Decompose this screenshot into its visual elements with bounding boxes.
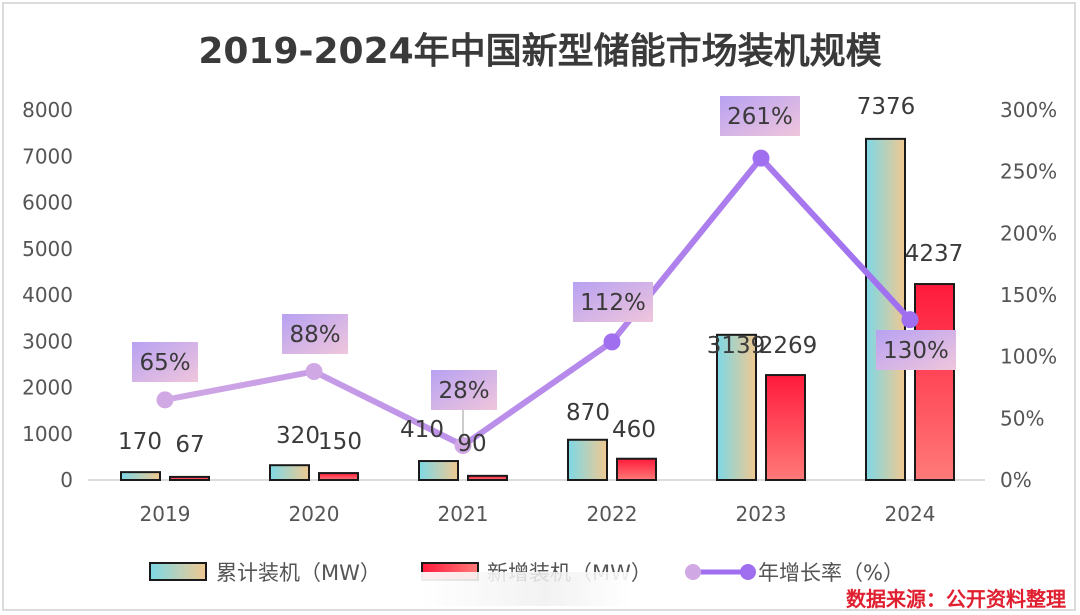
growth-label-box: [720, 96, 800, 136]
growth-rate-label: 130%: [883, 338, 949, 364]
cumulative-bar: [120, 471, 161, 482]
new-bar: [765, 374, 806, 481]
growth-rate-line: [162, 155, 913, 449]
cumulative-bar: [567, 438, 608, 482]
left-axis-tick: 6000: [22, 191, 73, 215]
legend-marker-start: [685, 564, 701, 580]
growth-rate-label: 261%: [727, 104, 793, 130]
new-value-label: 460: [612, 417, 656, 443]
growth-label-box: [132, 342, 198, 382]
growth-label-box: [282, 314, 348, 354]
new-value-label: 67: [175, 432, 204, 458]
left-axis-tick: 4000: [22, 283, 73, 307]
right-axis-tick: 200%: [1000, 221, 1057, 245]
cumulative-value-label: 410: [400, 417, 444, 443]
bars: [120, 137, 955, 482]
right-axis-tick: 150%: [1000, 283, 1057, 307]
new-value-label: 90: [457, 431, 486, 457]
growth-rate-label: 112%: [580, 290, 646, 316]
x-axis-tick: 2021: [438, 502, 489, 526]
cumulative-value-label: 320: [276, 423, 320, 449]
right-axis-tick: 50%: [1000, 406, 1044, 430]
growth-label-box: [431, 370, 497, 410]
left-axis-tick: 3000: [22, 329, 73, 353]
new-value-label: 4237: [905, 241, 964, 267]
left-axis-tick: 1000: [22, 422, 73, 446]
new-bar: [318, 472, 359, 481]
new-bar: [169, 475, 210, 481]
cumulative-value-label: 170: [118, 429, 162, 455]
left-axis-tick: 5000: [22, 237, 73, 261]
right-axis-tick: 0%: [1000, 468, 1032, 492]
new-value-label: 2269: [759, 333, 818, 359]
data-labels: 170 320 410 870 3139 7376 67 150 90 460 2269 4237 65…: [118, 94, 963, 458]
new-bar: [914, 283, 955, 481]
right-axis-tick: 100%: [1000, 345, 1057, 369]
x-axis-tick: 2023: [736, 502, 787, 526]
growth-rate-point: [156, 391, 174, 409]
cumulative-bar: [269, 464, 310, 482]
new-bar: [467, 474, 508, 481]
new-value-label: 150: [318, 429, 362, 455]
chart-title: 2019-2024年中国新型储能市场装机规模: [198, 31, 882, 72]
left-axis-tick: 8000: [22, 98, 73, 122]
legend-marker-end: [740, 564, 756, 580]
growth-label-box: [876, 330, 956, 370]
left-axis-tick: 0: [60, 468, 73, 492]
growth-rate-label: 28%: [438, 378, 489, 404]
legend-label-cumulative: 累计装机（MW）: [216, 561, 381, 585]
x-axis-tick: 2020: [289, 502, 340, 526]
growth-rate-point: [752, 149, 770, 167]
growth-line-layer: [156, 149, 919, 454]
cumulative-value-label: 7376: [857, 94, 916, 120]
right-axis-tick: 250%: [1000, 160, 1057, 184]
right-axis-tick: 300%: [1000, 98, 1057, 122]
x-axis-tick: 2019: [140, 502, 191, 526]
growth-rate-point: [901, 311, 919, 329]
axes: 0 1000 2000 3000 4000 5000 6000 7000 8000 0% 50% 10…: [22, 98, 1057, 526]
source-note: 数据来源：公开资料整理: [846, 587, 1066, 611]
x-axis-tick: 2022: [587, 502, 638, 526]
new-bar: [616, 457, 657, 482]
growth-label-box: [573, 282, 653, 322]
legend-overlay: [420, 572, 630, 606]
cumulative-bar: [418, 460, 459, 482]
legend-label-growth: 年增长率（%）: [758, 561, 904, 585]
growth-rate-label: 88%: [289, 322, 340, 348]
left-axis-tick: 2000: [22, 376, 73, 400]
growth-rate-label: 65%: [139, 350, 190, 376]
cumulative-value-label: 3139: [707, 333, 766, 359]
cumulative-value-label: 870: [566, 400, 610, 426]
x-axis-tick: 2024: [885, 502, 936, 526]
cumulative-bar: [716, 333, 757, 482]
left-axis-tick: 7000: [22, 144, 73, 168]
growth-rate-point: [305, 362, 323, 380]
growth-rate-point: [454, 436, 472, 454]
growth-rate-point: [603, 333, 621, 351]
legend-swatch-cumulative: [149, 562, 207, 581]
